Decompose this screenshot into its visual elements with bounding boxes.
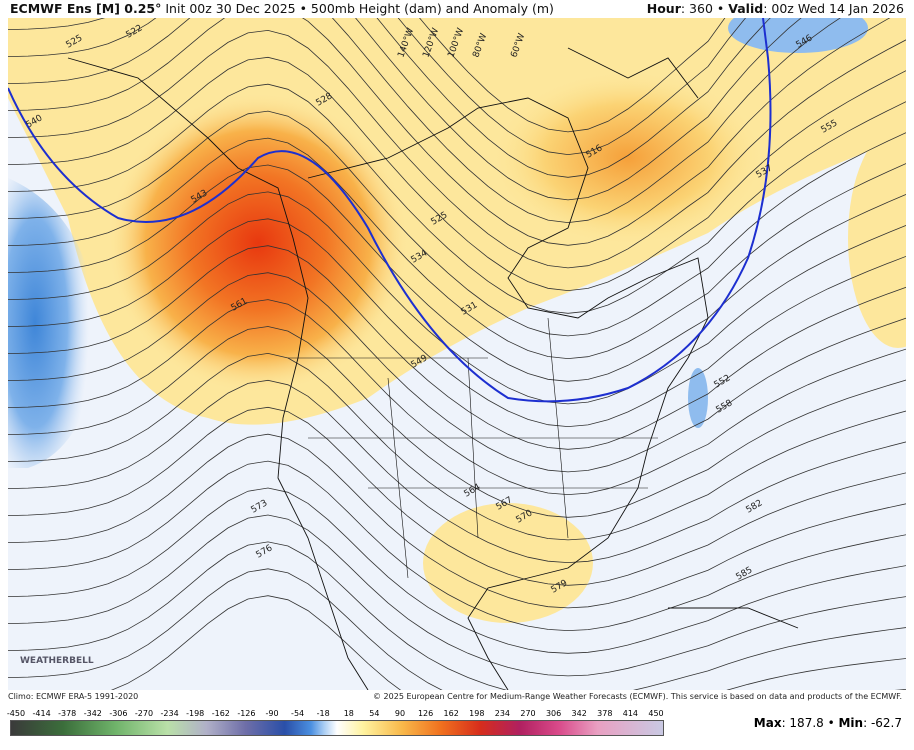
- coastline: [307, 97, 709, 690]
- borders: [288, 317, 658, 579]
- colorbar-tick: -198: [186, 709, 205, 718]
- contour: [8, 433, 906, 609]
- contour: [8, 18, 802, 201]
- colorbar-tick: 450: [648, 709, 664, 718]
- contour: [8, 460, 906, 632]
- colorbar-tick: 414: [622, 709, 639, 718]
- colorbar-tick: 270: [520, 709, 536, 718]
- copyright: © 2025 European Centre for Medium-Range …: [373, 692, 902, 701]
- colorbar-tick: -378: [58, 709, 77, 718]
- hour-value: : 360 •: [680, 1, 729, 16]
- colorbar-tick: 18: [343, 709, 354, 718]
- anomaly-max: [108, 93, 408, 393]
- negative-anomaly: [8, 178, 98, 468]
- colorbar-tick: -18: [316, 709, 330, 718]
- negative-anomaly: [688, 368, 708, 428]
- model: ECMWF Ens [M] 0.25°: [10, 1, 162, 16]
- contour: [8, 487, 906, 654]
- max-value: : 187.8 •: [781, 716, 839, 730]
- colorbar-tick: 234: [494, 709, 511, 718]
- colorbar-tick: 54: [369, 709, 380, 718]
- colorbar-tick: -126: [237, 709, 256, 718]
- contour: [8, 379, 906, 564]
- contour: [8, 110, 906, 337]
- colorbar-tick: -270: [134, 709, 154, 718]
- colorbar: [10, 720, 664, 736]
- contour: [8, 83, 906, 314]
- colorbar-tick: -342: [83, 709, 102, 718]
- contour: [8, 18, 771, 178]
- colorbar-tick: -162: [211, 709, 230, 718]
- coastline: [567, 47, 799, 629]
- contour: [110, 595, 906, 690]
- colorbar-tick: -90: [265, 709, 279, 718]
- contour: [8, 352, 906, 541]
- contour: [8, 164, 906, 382]
- valid-value: : 00z Wed 14 Jan 2026: [763, 1, 904, 16]
- max-label: Max: [753, 716, 782, 730]
- logo: WEATHERBELL: [20, 656, 94, 666]
- coastline: [67, 57, 369, 690]
- max-min: Max: 187.8 • Min: -62.7: [754, 716, 902, 730]
- positive-anomaly: [848, 128, 906, 348]
- colorbar-tick: 198: [469, 709, 485, 718]
- contour: [8, 514, 906, 677]
- contour: [8, 326, 906, 518]
- contour: [419, 18, 726, 133]
- header-left: ECMWF Ens [M] 0.25° Init 00z 30 Dec 2025…: [10, 0, 554, 18]
- coastlines: [67, 47, 799, 690]
- contour: [8, 56, 906, 292]
- colorbar-tick: -234: [160, 709, 179, 718]
- contour: [8, 406, 906, 586]
- contour: [8, 541, 906, 690]
- colorbar-tick: -54: [291, 709, 305, 718]
- header-right: Hour: 360 • Valid: 00z Wed 14 Jan 2026: [647, 0, 904, 18]
- contour: [8, 568, 906, 690]
- contour: [8, 191, 906, 405]
- contour-540: [8, 18, 772, 403]
- min-value: : -62.7: [863, 716, 902, 730]
- contour: [397, 18, 747, 156]
- colorbar-tick: 126: [417, 709, 434, 718]
- positive-anomaly: [423, 503, 593, 623]
- min-label: Min: [838, 716, 864, 730]
- colorbar-tick: 162: [443, 709, 459, 718]
- colorbar-tick: 90: [394, 709, 406, 718]
- positive-anomaly: [488, 68, 768, 248]
- colorbar-tick: 342: [571, 709, 587, 718]
- colorbar-tick: 378: [597, 709, 613, 718]
- contour: [8, 245, 906, 450]
- contour: [8, 18, 841, 224]
- contour: [8, 137, 906, 360]
- negative-anomaly: [728, 18, 868, 53]
- colorbar-tick: -306: [109, 709, 128, 718]
- contour: [8, 272, 906, 473]
- contour: [8, 29, 906, 269]
- contour: [8, 218, 906, 428]
- colorbar-tick: -414: [32, 709, 51, 718]
- climo: Climo: ECMWF ERA-5 1991-2020: [8, 692, 139, 701]
- init: Init 00z 30 Dec 2025 • 500mb Height (dam…: [165, 1, 554, 16]
- colorbar-tick: -450: [6, 709, 26, 718]
- hour-label: Hour: [646, 1, 681, 16]
- contour: [8, 299, 906, 496]
- valid-label: Valid: [728, 1, 764, 16]
- colorbar-ticks: -450 -414 -378 -342 -306 -270 -234 -198 -162 -126…: [6, 709, 664, 719]
- colorbar-tick: 306: [545, 709, 562, 718]
